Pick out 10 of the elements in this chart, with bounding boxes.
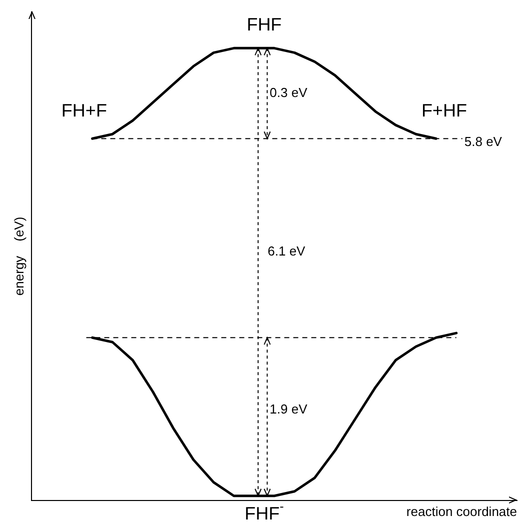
annotation: 0.3 eV bbox=[270, 84, 308, 100]
y-axis-title: energy (eV) bbox=[11, 216, 26, 296]
text: FHF bbox=[246, 14, 282, 35]
x-axis-title: reaction coordinate bbox=[406, 504, 517, 519]
ref-line-label: 5.8 eV bbox=[464, 134, 502, 150]
annotation: 6.1 eV bbox=[268, 243, 306, 258]
annotation: 1.9 eV bbox=[270, 402, 308, 417]
annotation: FH+F bbox=[61, 100, 107, 120]
annotation: F+HF bbox=[421, 100, 467, 120]
annotation: FHF- bbox=[244, 500, 284, 524]
